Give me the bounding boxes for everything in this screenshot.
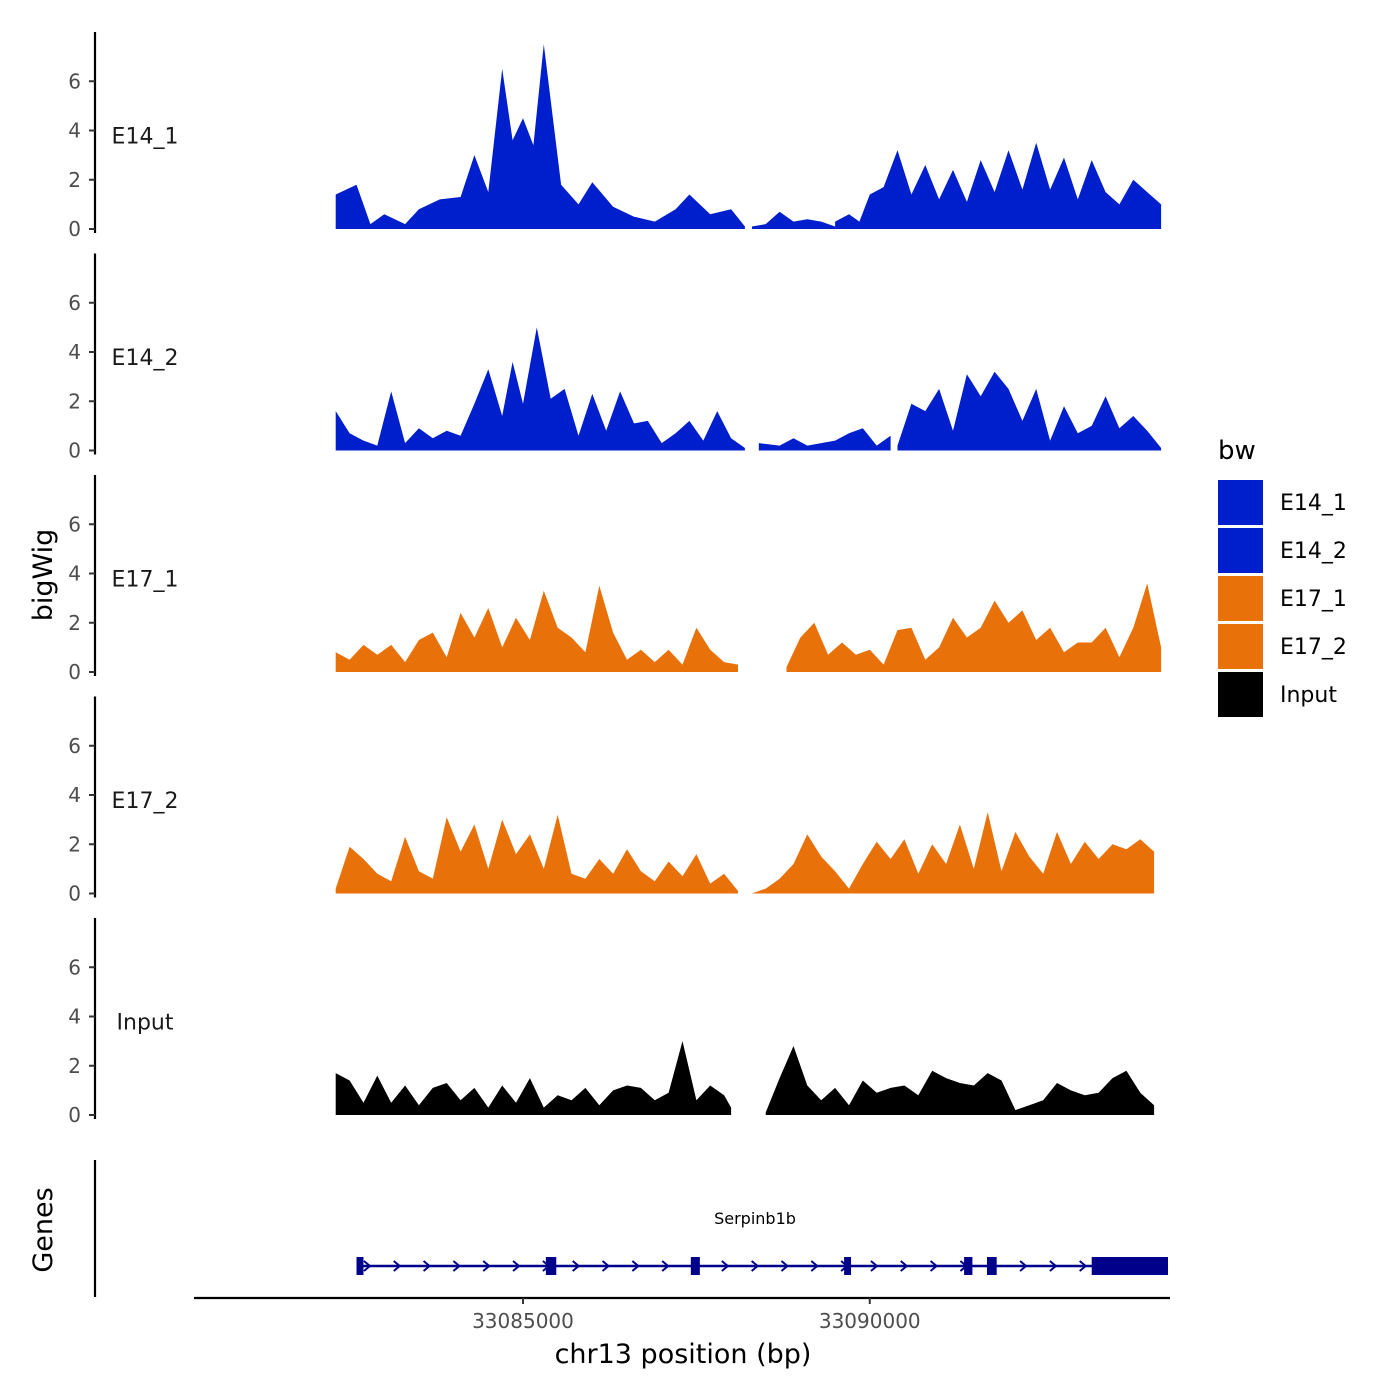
y-tick-label: 6 bbox=[68, 734, 81, 758]
strand-arrow bbox=[810, 1260, 819, 1272]
signal-area-E17_1 bbox=[335, 585, 738, 672]
strand-arrow bbox=[661, 1260, 670, 1272]
signal-area-E14_2 bbox=[758, 428, 891, 451]
signal-area-E17_2 bbox=[335, 814, 738, 894]
legend-label-E14_2: E14_2 bbox=[1280, 539, 1347, 564]
legend-label-E14_1: E14_1 bbox=[1280, 491, 1347, 516]
strand-arrow bbox=[393, 1260, 402, 1272]
legend-title: bw bbox=[1218, 436, 1256, 466]
track-Input: 0 2 4 6 Input bbox=[68, 918, 1155, 1127]
y-tick-label: 6 bbox=[68, 69, 81, 93]
y-tick-label: 4 bbox=[68, 1005, 81, 1029]
x-axis: 33085000 33090000 bbox=[194, 1296, 1170, 1333]
y-tick-label: 2 bbox=[68, 832, 81, 856]
legend-label-Input: Input bbox=[1280, 683, 1337, 708]
track-label-E17_2: E17_2 bbox=[112, 789, 179, 814]
strand-arrow bbox=[572, 1260, 581, 1272]
y-tick-label: 2 bbox=[68, 611, 81, 635]
signal-area-E14_1 bbox=[835, 142, 1162, 229]
legend-swatch-E14_2 bbox=[1218, 528, 1263, 573]
strand-arrow bbox=[482, 1260, 491, 1272]
legend-swatch-E17_1 bbox=[1218, 576, 1263, 621]
track-label-Input: Input bbox=[117, 1011, 174, 1036]
gene-exon bbox=[356, 1257, 364, 1275]
signal-area-Input bbox=[335, 1041, 732, 1115]
track-label-E14_1: E14_1 bbox=[112, 125, 179, 150]
y-tick-label: 2 bbox=[68, 168, 81, 192]
strand-arrow bbox=[1019, 1260, 1028, 1272]
x-tick-label: 33085000 bbox=[472, 1309, 574, 1333]
gene-exon bbox=[844, 1257, 852, 1275]
legend-label-E17_1: E17_1 bbox=[1280, 587, 1347, 612]
signal-tracks: 0 2 4 6 E14_1 0 2 4 6 E14_2 0 2 4 6 E17_1 0 2 4 6 E17_2 0 2 4 6… bbox=[68, 32, 1162, 1127]
signal-area-E14_2 bbox=[335, 327, 745, 451]
signal-area-E17_2 bbox=[751, 812, 1155, 894]
y-tick-label: 0 bbox=[68, 439, 81, 463]
track-E17_2: 0 2 4 6 E17_2 bbox=[68, 696, 1155, 906]
signal-area-E14_1 bbox=[335, 44, 745, 229]
gene-track-title: Genes bbox=[28, 1187, 59, 1272]
y-tick-label: 4 bbox=[68, 340, 81, 364]
legend: bw E14_1 E14_2 E17_1 E17_2 Input bbox=[1218, 436, 1347, 717]
strand-arrow bbox=[512, 1260, 521, 1272]
x-axis-title: chr13 position (bp) bbox=[555, 1339, 812, 1370]
track-label-E17_1: E17_1 bbox=[112, 568, 179, 593]
track-E17_1: 0 2 4 6 E17_1 bbox=[68, 475, 1162, 684]
strand-arrow bbox=[631, 1260, 640, 1272]
strand-arrow bbox=[452, 1260, 461, 1272]
legend-swatch-E17_2 bbox=[1218, 624, 1263, 669]
strand-arrow bbox=[363, 1260, 372, 1272]
gene-exon bbox=[690, 1257, 700, 1275]
x-tick-label: 33090000 bbox=[819, 1309, 921, 1333]
strand-arrow bbox=[422, 1260, 432, 1272]
y-tick-label: 0 bbox=[68, 217, 81, 241]
legend-swatch-E14_1 bbox=[1218, 480, 1263, 525]
strand-arrow bbox=[870, 1260, 879, 1272]
track-label-E14_2: E14_2 bbox=[112, 346, 179, 371]
gene-exon bbox=[964, 1257, 973, 1275]
y-tick-label: 6 bbox=[68, 291, 81, 315]
y-tick-label: 4 bbox=[68, 783, 81, 807]
strand-arrow bbox=[750, 1260, 760, 1272]
strand-arrow bbox=[1049, 1260, 1058, 1272]
y-tick-label: 4 bbox=[68, 562, 81, 586]
strand-arrow bbox=[601, 1260, 611, 1272]
y-tick-label: 0 bbox=[68, 1103, 81, 1127]
y-tick-label: 0 bbox=[68, 660, 81, 684]
strand-arrow bbox=[721, 1260, 730, 1272]
y-tick-label: 6 bbox=[68, 955, 81, 979]
strand-arrow bbox=[900, 1260, 909, 1272]
track-E14_1: 0 2 4 6 E14_1 bbox=[68, 32, 1162, 241]
gene-label: Serpinb1b bbox=[714, 1209, 796, 1228]
track-E14_2: 0 2 4 6 E14_2 bbox=[68, 253, 1162, 463]
signal-area-E17_1 bbox=[786, 583, 1162, 672]
strand-arrow bbox=[929, 1260, 939, 1272]
signal-area-Input bbox=[765, 1046, 1155, 1115]
y-tick-label: 2 bbox=[68, 1054, 81, 1078]
strand-arrow bbox=[780, 1260, 790, 1272]
gene-track: Serpinb1b bbox=[93, 1160, 1168, 1297]
signal-area-E14_1 bbox=[751, 211, 836, 229]
legend-swatch-Input bbox=[1218, 672, 1263, 717]
strand-arrow bbox=[1079, 1260, 1088, 1272]
legend-label-E17_2: E17_2 bbox=[1280, 635, 1347, 660]
gene-exon bbox=[986, 1257, 997, 1275]
y-axis-title: bigWig bbox=[28, 529, 59, 622]
y-tick-label: 0 bbox=[68, 882, 81, 906]
y-tick-label: 6 bbox=[68, 512, 81, 536]
y-tick-label: 4 bbox=[68, 119, 81, 143]
signal-area-E14_2 bbox=[897, 371, 1162, 451]
gene-exon bbox=[545, 1257, 557, 1275]
y-tick-label: 2 bbox=[68, 389, 81, 413]
gene-utr-block bbox=[1091, 1257, 1168, 1275]
